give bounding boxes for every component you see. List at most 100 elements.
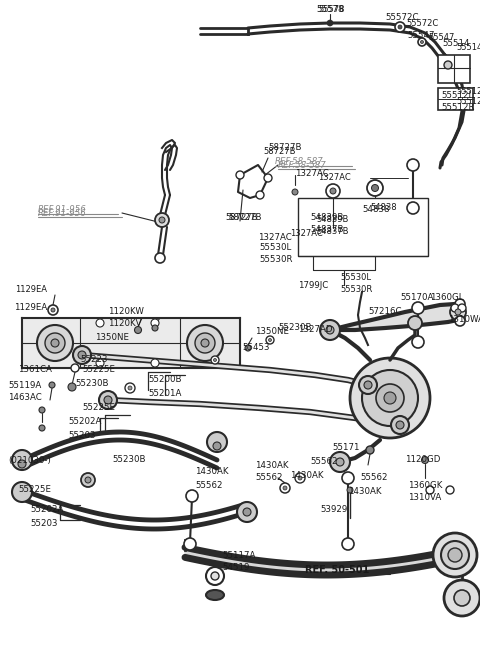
Text: 1361CA: 1361CA — [18, 365, 52, 374]
Text: 55170A: 55170A — [400, 293, 433, 302]
Text: 55578: 55578 — [318, 5, 345, 14]
Text: 55453: 55453 — [242, 343, 269, 352]
Text: 55225E: 55225E — [18, 485, 51, 495]
Circle shape — [245, 345, 251, 351]
Circle shape — [298, 476, 302, 480]
Circle shape — [195, 333, 215, 353]
Circle shape — [45, 333, 65, 353]
Text: 1129EA: 1129EA — [15, 286, 47, 295]
Circle shape — [455, 299, 465, 309]
Polygon shape — [330, 304, 458, 330]
Circle shape — [342, 472, 354, 484]
Text: 55512L: 55512L — [441, 90, 473, 99]
Circle shape — [412, 336, 424, 348]
Circle shape — [12, 450, 32, 470]
Circle shape — [295, 473, 305, 483]
Circle shape — [395, 22, 405, 32]
Bar — [298, 198, 428, 256]
Circle shape — [159, 217, 165, 223]
Text: 1430AK: 1430AK — [195, 467, 228, 476]
Text: 55230B: 55230B — [278, 323, 312, 332]
Circle shape — [152, 325, 158, 331]
Circle shape — [433, 533, 477, 577]
Text: 55562: 55562 — [360, 474, 387, 482]
Text: 58727B: 58727B — [228, 214, 262, 223]
Bar — [438, 88, 473, 110]
Text: 1430AK: 1430AK — [290, 471, 324, 480]
Circle shape — [39, 425, 45, 431]
Circle shape — [421, 456, 429, 463]
Circle shape — [68, 383, 76, 391]
Text: 54838: 54838 — [362, 206, 389, 215]
Text: 55547: 55547 — [407, 31, 434, 40]
Circle shape — [364, 381, 372, 389]
Text: 55562: 55562 — [255, 474, 283, 482]
Text: 55119A: 55119A — [8, 380, 41, 389]
Text: 58727B: 58727B — [268, 143, 301, 153]
Circle shape — [99, 391, 117, 409]
Text: 54838: 54838 — [370, 204, 396, 212]
Text: 1430AK: 1430AK — [348, 487, 382, 496]
Text: 55202A: 55202A — [30, 506, 63, 515]
Circle shape — [49, 382, 55, 388]
Circle shape — [73, 346, 91, 364]
Circle shape — [128, 386, 132, 390]
Circle shape — [326, 184, 340, 198]
Circle shape — [268, 339, 272, 341]
Circle shape — [455, 316, 465, 326]
Circle shape — [243, 508, 251, 516]
Circle shape — [420, 40, 423, 43]
Text: 1430AK: 1430AK — [255, 461, 288, 469]
Circle shape — [342, 538, 354, 550]
Text: 1120GD: 1120GD — [405, 456, 440, 465]
Text: 1310VA: 1310VA — [408, 493, 441, 502]
Circle shape — [444, 580, 480, 616]
Circle shape — [347, 487, 353, 493]
Circle shape — [455, 309, 461, 315]
Text: REF.91-956: REF.91-956 — [38, 206, 87, 215]
Text: 1360GK: 1360GK — [408, 480, 443, 489]
Text: 55512L: 55512L — [456, 88, 480, 97]
Circle shape — [214, 358, 216, 361]
Text: 55530R: 55530R — [340, 286, 372, 295]
Circle shape — [426, 486, 434, 494]
Circle shape — [376, 384, 404, 412]
Circle shape — [448, 548, 462, 562]
Circle shape — [81, 473, 95, 487]
Text: 55530L: 55530L — [340, 273, 371, 282]
Circle shape — [39, 407, 45, 413]
Circle shape — [236, 171, 244, 179]
Circle shape — [186, 490, 198, 502]
Ellipse shape — [206, 590, 224, 600]
Circle shape — [367, 180, 383, 196]
Circle shape — [280, 483, 290, 493]
Circle shape — [372, 184, 379, 191]
Circle shape — [444, 61, 452, 69]
Circle shape — [264, 174, 272, 182]
Text: 55512R: 55512R — [456, 97, 480, 106]
Circle shape — [256, 191, 264, 199]
Text: 55530R: 55530R — [259, 256, 292, 265]
Circle shape — [206, 567, 224, 585]
Text: 54839B: 54839B — [310, 214, 343, 223]
Circle shape — [155, 213, 169, 227]
Circle shape — [201, 339, 209, 347]
Text: 55578: 55578 — [316, 5, 344, 14]
Bar — [438, 55, 470, 83]
Text: 1310WA: 1310WA — [448, 315, 480, 324]
Circle shape — [211, 356, 219, 364]
Circle shape — [418, 38, 426, 46]
Circle shape — [451, 304, 459, 312]
Circle shape — [458, 304, 466, 312]
Circle shape — [207, 432, 227, 452]
Circle shape — [326, 326, 334, 334]
Circle shape — [125, 383, 135, 393]
Circle shape — [211, 572, 219, 580]
Circle shape — [362, 370, 418, 426]
Circle shape — [330, 188, 336, 194]
Text: 1463AC: 1463AC — [8, 393, 42, 402]
Text: 58727B: 58727B — [263, 147, 296, 156]
Text: 1327AC: 1327AC — [295, 169, 329, 177]
Circle shape — [330, 452, 350, 472]
Text: 55230B: 55230B — [112, 456, 145, 465]
